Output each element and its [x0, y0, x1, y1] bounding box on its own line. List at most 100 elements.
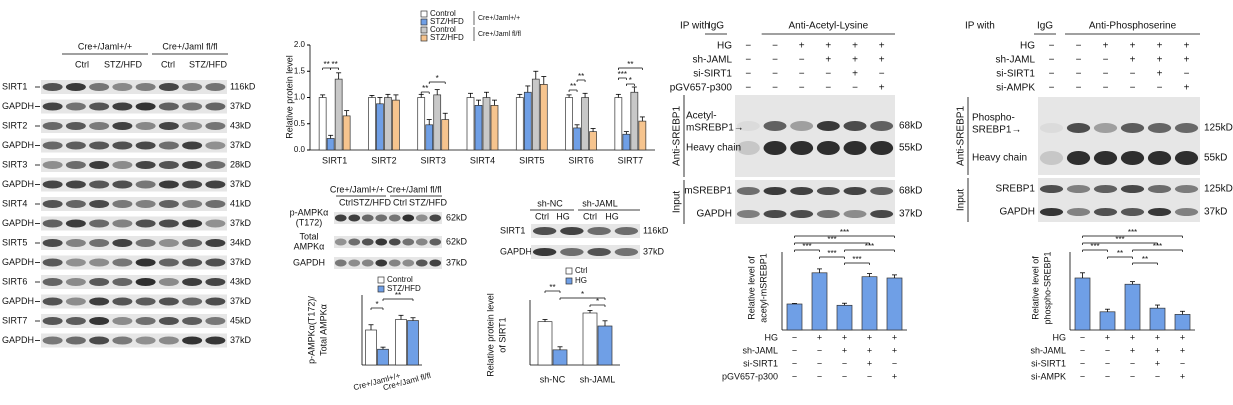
blot-band [402, 238, 415, 246]
condition-label: STZ/HFD [353, 197, 391, 207]
blot-band [415, 214, 428, 222]
row-label: GAPDH [2, 335, 34, 345]
blot-membrane [531, 224, 640, 238]
blot-band [89, 161, 110, 169]
significance-label: ** [1142, 255, 1148, 264]
bar [1174, 314, 1191, 331]
x-tick-label: SIRT5 [519, 155, 544, 165]
row-label: GAPDH [696, 209, 732, 220]
row-label: SREBP1 [996, 184, 1036, 195]
bar [334, 78, 343, 151]
blot-membrane [334, 236, 442, 248]
treatment-sign: + [825, 55, 831, 66]
treatment-sign: + [842, 332, 847, 342]
significance-label: ** [422, 84, 428, 93]
blot-band [89, 258, 110, 267]
bar [539, 84, 548, 151]
blot-band [790, 141, 814, 155]
legend-label: STZ/HFD [430, 17, 464, 26]
group-label: Cre+/Jaml fl/fl [162, 41, 217, 51]
significance-label: ** [627, 60, 633, 69]
bar [490, 105, 499, 151]
blot-band [158, 83, 179, 91]
size-label: 68kD [899, 186, 922, 197]
blot-membrane [1038, 97, 1200, 175]
size-label: 37kD [446, 257, 468, 267]
blot-band [112, 219, 133, 228]
blot-band [1120, 185, 1145, 193]
bar [395, 319, 407, 366]
blot-band [89, 219, 110, 228]
blot-band [1066, 123, 1091, 133]
blot-band [1093, 185, 1118, 193]
treatment-sign: − [745, 41, 751, 52]
blot-band [1066, 151, 1091, 165]
blot-band [334, 259, 347, 267]
legend-group: Cre+/Jaml fl/fl [478, 31, 521, 38]
lane-group: Anti-Phosphoserine [1089, 21, 1177, 32]
blot-band [112, 258, 133, 267]
treatment-sign: − [1105, 371, 1110, 381]
treatment-sign: + [1157, 55, 1163, 66]
blot-band [112, 122, 133, 130]
treatment-sign: + [1130, 55, 1136, 66]
treatment-sign: + [1157, 69, 1163, 80]
treatment-sign: − [799, 55, 805, 66]
treatment-sign: − [792, 345, 797, 355]
blot-band [135, 336, 156, 345]
significance-label: ** [570, 82, 576, 91]
treatment-label: si-AMPK [1031, 371, 1066, 381]
treatment-sign: − [817, 358, 822, 368]
treatment-label: sh-JAML [1030, 345, 1066, 355]
blot-band [205, 180, 226, 189]
bar [376, 103, 384, 151]
legend-swatch [565, 267, 573, 275]
blot-band [402, 259, 415, 267]
blot-band [205, 278, 226, 286]
blot-band [42, 336, 63, 345]
blot-band [532, 227, 557, 235]
blot-band [587, 227, 611, 235]
blot-band [205, 239, 226, 247]
blot-membrane [41, 80, 227, 94]
treatment-sign: − [1080, 345, 1085, 355]
treatment-sign: + [867, 358, 872, 368]
bar [811, 272, 828, 331]
blot-band [1066, 208, 1091, 216]
treatment-sign: − [745, 55, 751, 66]
bar [582, 312, 598, 366]
row-label: SREBP1→ [972, 125, 1021, 136]
blot-band [42, 141, 63, 150]
blot-band [870, 121, 894, 131]
treatment-sign: + [1180, 345, 1185, 355]
blot-band [65, 317, 86, 325]
treatment-sign: − [1130, 371, 1135, 381]
x-tick-label: SIRT6 [568, 155, 593, 165]
blot-membrane [41, 314, 227, 328]
blot-membrane [41, 99, 227, 114]
blot-band [205, 102, 226, 111]
blot-band [182, 200, 203, 208]
treatment-label: si-SIRT1 [996, 69, 1035, 80]
treatment-sign: − [879, 69, 885, 80]
blot-membrane [735, 180, 895, 224]
blot-band [65, 200, 86, 208]
significance-label: *** [1115, 235, 1124, 244]
legend-label: Ctrl [575, 266, 588, 275]
y-tick-label: 1.0 [294, 93, 306, 102]
blot-band [182, 258, 203, 267]
treatment-sign: − [1049, 69, 1055, 80]
blot-band [158, 141, 179, 150]
row-label: SIRT5 [2, 237, 27, 247]
blot-band [89, 83, 110, 91]
treatment-sign: + [867, 332, 872, 342]
blot-band [1066, 185, 1091, 193]
bar [384, 97, 392, 151]
blot-band [135, 141, 156, 150]
blot-band [736, 141, 760, 155]
blot-band [205, 161, 226, 169]
treatment-sign: + [879, 83, 885, 94]
blot-band [182, 317, 203, 325]
blot-band [736, 121, 760, 131]
blot-band [1039, 123, 1064, 133]
